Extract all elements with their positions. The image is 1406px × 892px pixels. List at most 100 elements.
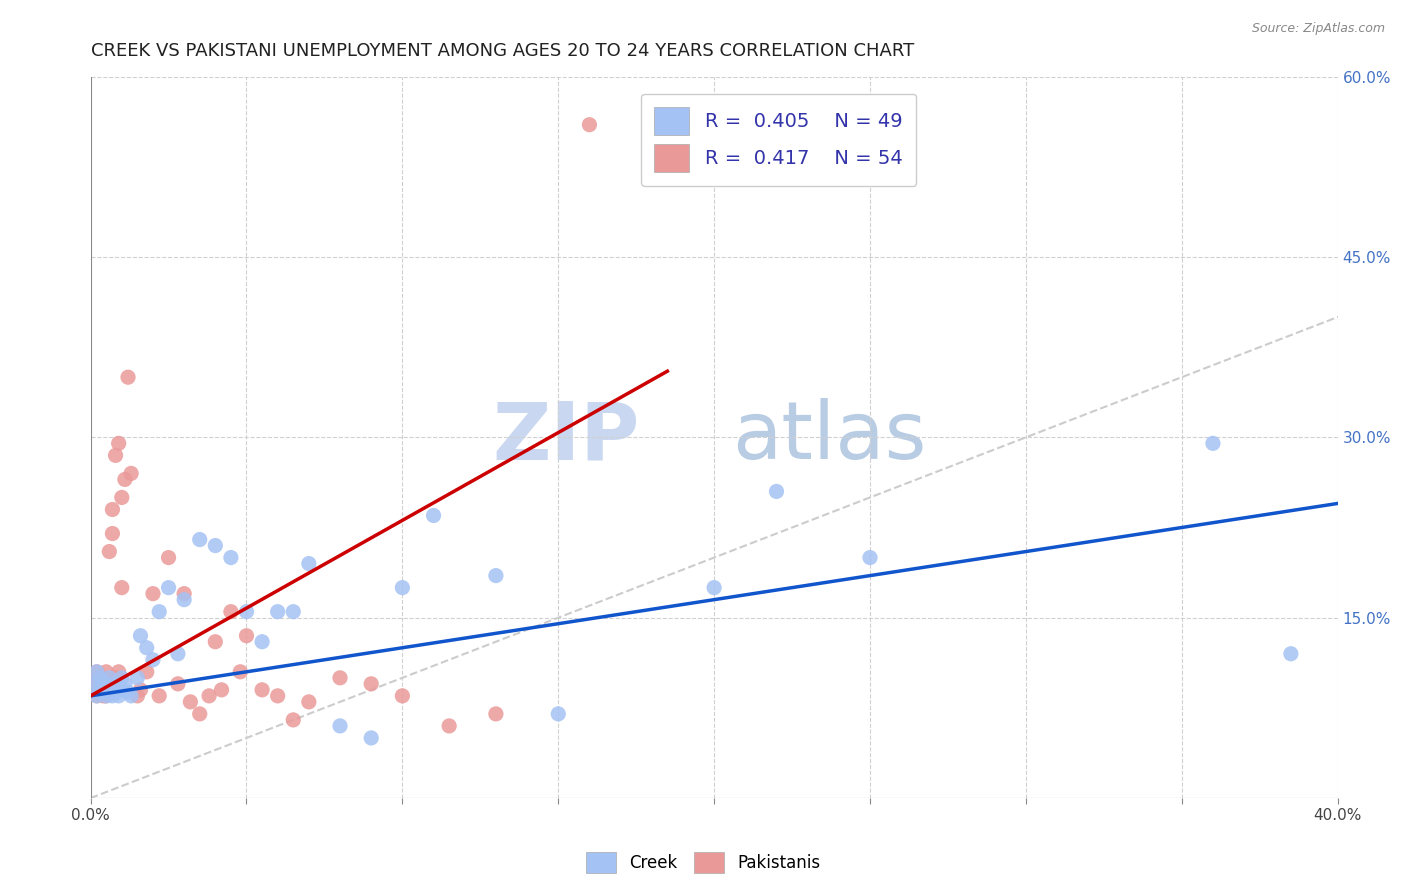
Point [360, 677, 382, 691]
Point [91, 689, 114, 703]
Text: Source: ZipAtlas.com: Source: ZipAtlas.com [1251, 22, 1385, 36]
Point [86, 665, 108, 679]
Point [329, 671, 352, 685]
Point [91, 671, 114, 685]
Point [107, 665, 129, 679]
Point [98, 671, 121, 685]
Point [127, 689, 149, 703]
Point [114, 677, 136, 691]
Point [148, 689, 170, 703]
Point [89, 685, 111, 699]
Point [173, 587, 195, 601]
Point [188, 533, 211, 547]
Point [283, 605, 305, 619]
Point [86, 689, 108, 703]
Point [135, 640, 157, 655]
Point [437, 719, 460, 733]
Point [96, 689, 118, 703]
Point [89, 677, 111, 691]
Point [298, 557, 321, 571]
Point [101, 681, 124, 695]
Point [104, 677, 127, 691]
Point [283, 713, 305, 727]
Point [198, 689, 221, 703]
Text: ZIP: ZIP [492, 399, 640, 476]
Text: atlas: atlas [731, 399, 927, 476]
Point [129, 629, 152, 643]
Point [96, 677, 118, 691]
Point [219, 605, 242, 619]
Point [89, 685, 111, 699]
Point [114, 472, 136, 486]
Point [229, 665, 252, 679]
Point [211, 682, 233, 697]
Point [117, 685, 139, 699]
Point [391, 689, 413, 703]
Point [98, 544, 121, 558]
Point [148, 605, 170, 619]
Point [1202, 436, 1225, 450]
Point [86, 681, 108, 695]
Point [547, 706, 569, 721]
Point [111, 491, 134, 505]
Point [298, 695, 321, 709]
Point [107, 689, 129, 703]
Point [120, 467, 142, 481]
Point [204, 634, 226, 648]
Point [578, 118, 600, 132]
Point [219, 550, 242, 565]
Point [266, 689, 288, 703]
Point [117, 370, 139, 384]
Point [104, 685, 127, 699]
Point [485, 568, 508, 582]
Point [89, 671, 111, 685]
Point [360, 731, 382, 745]
Point [104, 448, 127, 462]
Point [111, 671, 134, 685]
Point [235, 629, 257, 643]
Point [111, 682, 134, 697]
Point [91, 685, 114, 699]
Point [83, 677, 105, 691]
Point [250, 634, 273, 648]
Point [101, 502, 124, 516]
Point [101, 526, 124, 541]
Legend: R =  0.405    N = 49, R =  0.417    N = 54: R = 0.405 N = 49, R = 0.417 N = 54 [641, 94, 917, 186]
Point [859, 550, 882, 565]
Point [142, 587, 165, 601]
Point [107, 436, 129, 450]
Point [101, 677, 124, 691]
Legend: Creek, Pakistanis: Creek, Pakistanis [579, 846, 827, 880]
Point [83, 677, 105, 691]
Point [104, 671, 127, 685]
Point [235, 605, 257, 619]
Point [89, 681, 111, 695]
Point [142, 653, 165, 667]
Point [329, 719, 352, 733]
Point [157, 550, 180, 565]
Point [98, 685, 121, 699]
Point [129, 682, 152, 697]
Point [1279, 647, 1302, 661]
Point [127, 671, 149, 685]
Point [91, 681, 114, 695]
Point [96, 689, 118, 703]
Point [485, 706, 508, 721]
Point [167, 677, 190, 691]
Point [96, 665, 118, 679]
Point [266, 605, 288, 619]
Point [120, 689, 142, 703]
Point [173, 592, 195, 607]
Point [188, 706, 211, 721]
Point [179, 695, 201, 709]
Point [391, 581, 413, 595]
Point [157, 581, 180, 595]
Point [250, 682, 273, 697]
Point [167, 647, 190, 661]
Point [111, 581, 134, 595]
Point [96, 677, 118, 691]
Point [86, 665, 108, 679]
Point [101, 689, 124, 703]
Text: CREEK VS PAKISTANI UNEMPLOYMENT AMONG AGES 20 TO 24 YEARS CORRELATION CHART: CREEK VS PAKISTANI UNEMPLOYMENT AMONG AG… [90, 42, 914, 60]
Point [98, 682, 121, 697]
